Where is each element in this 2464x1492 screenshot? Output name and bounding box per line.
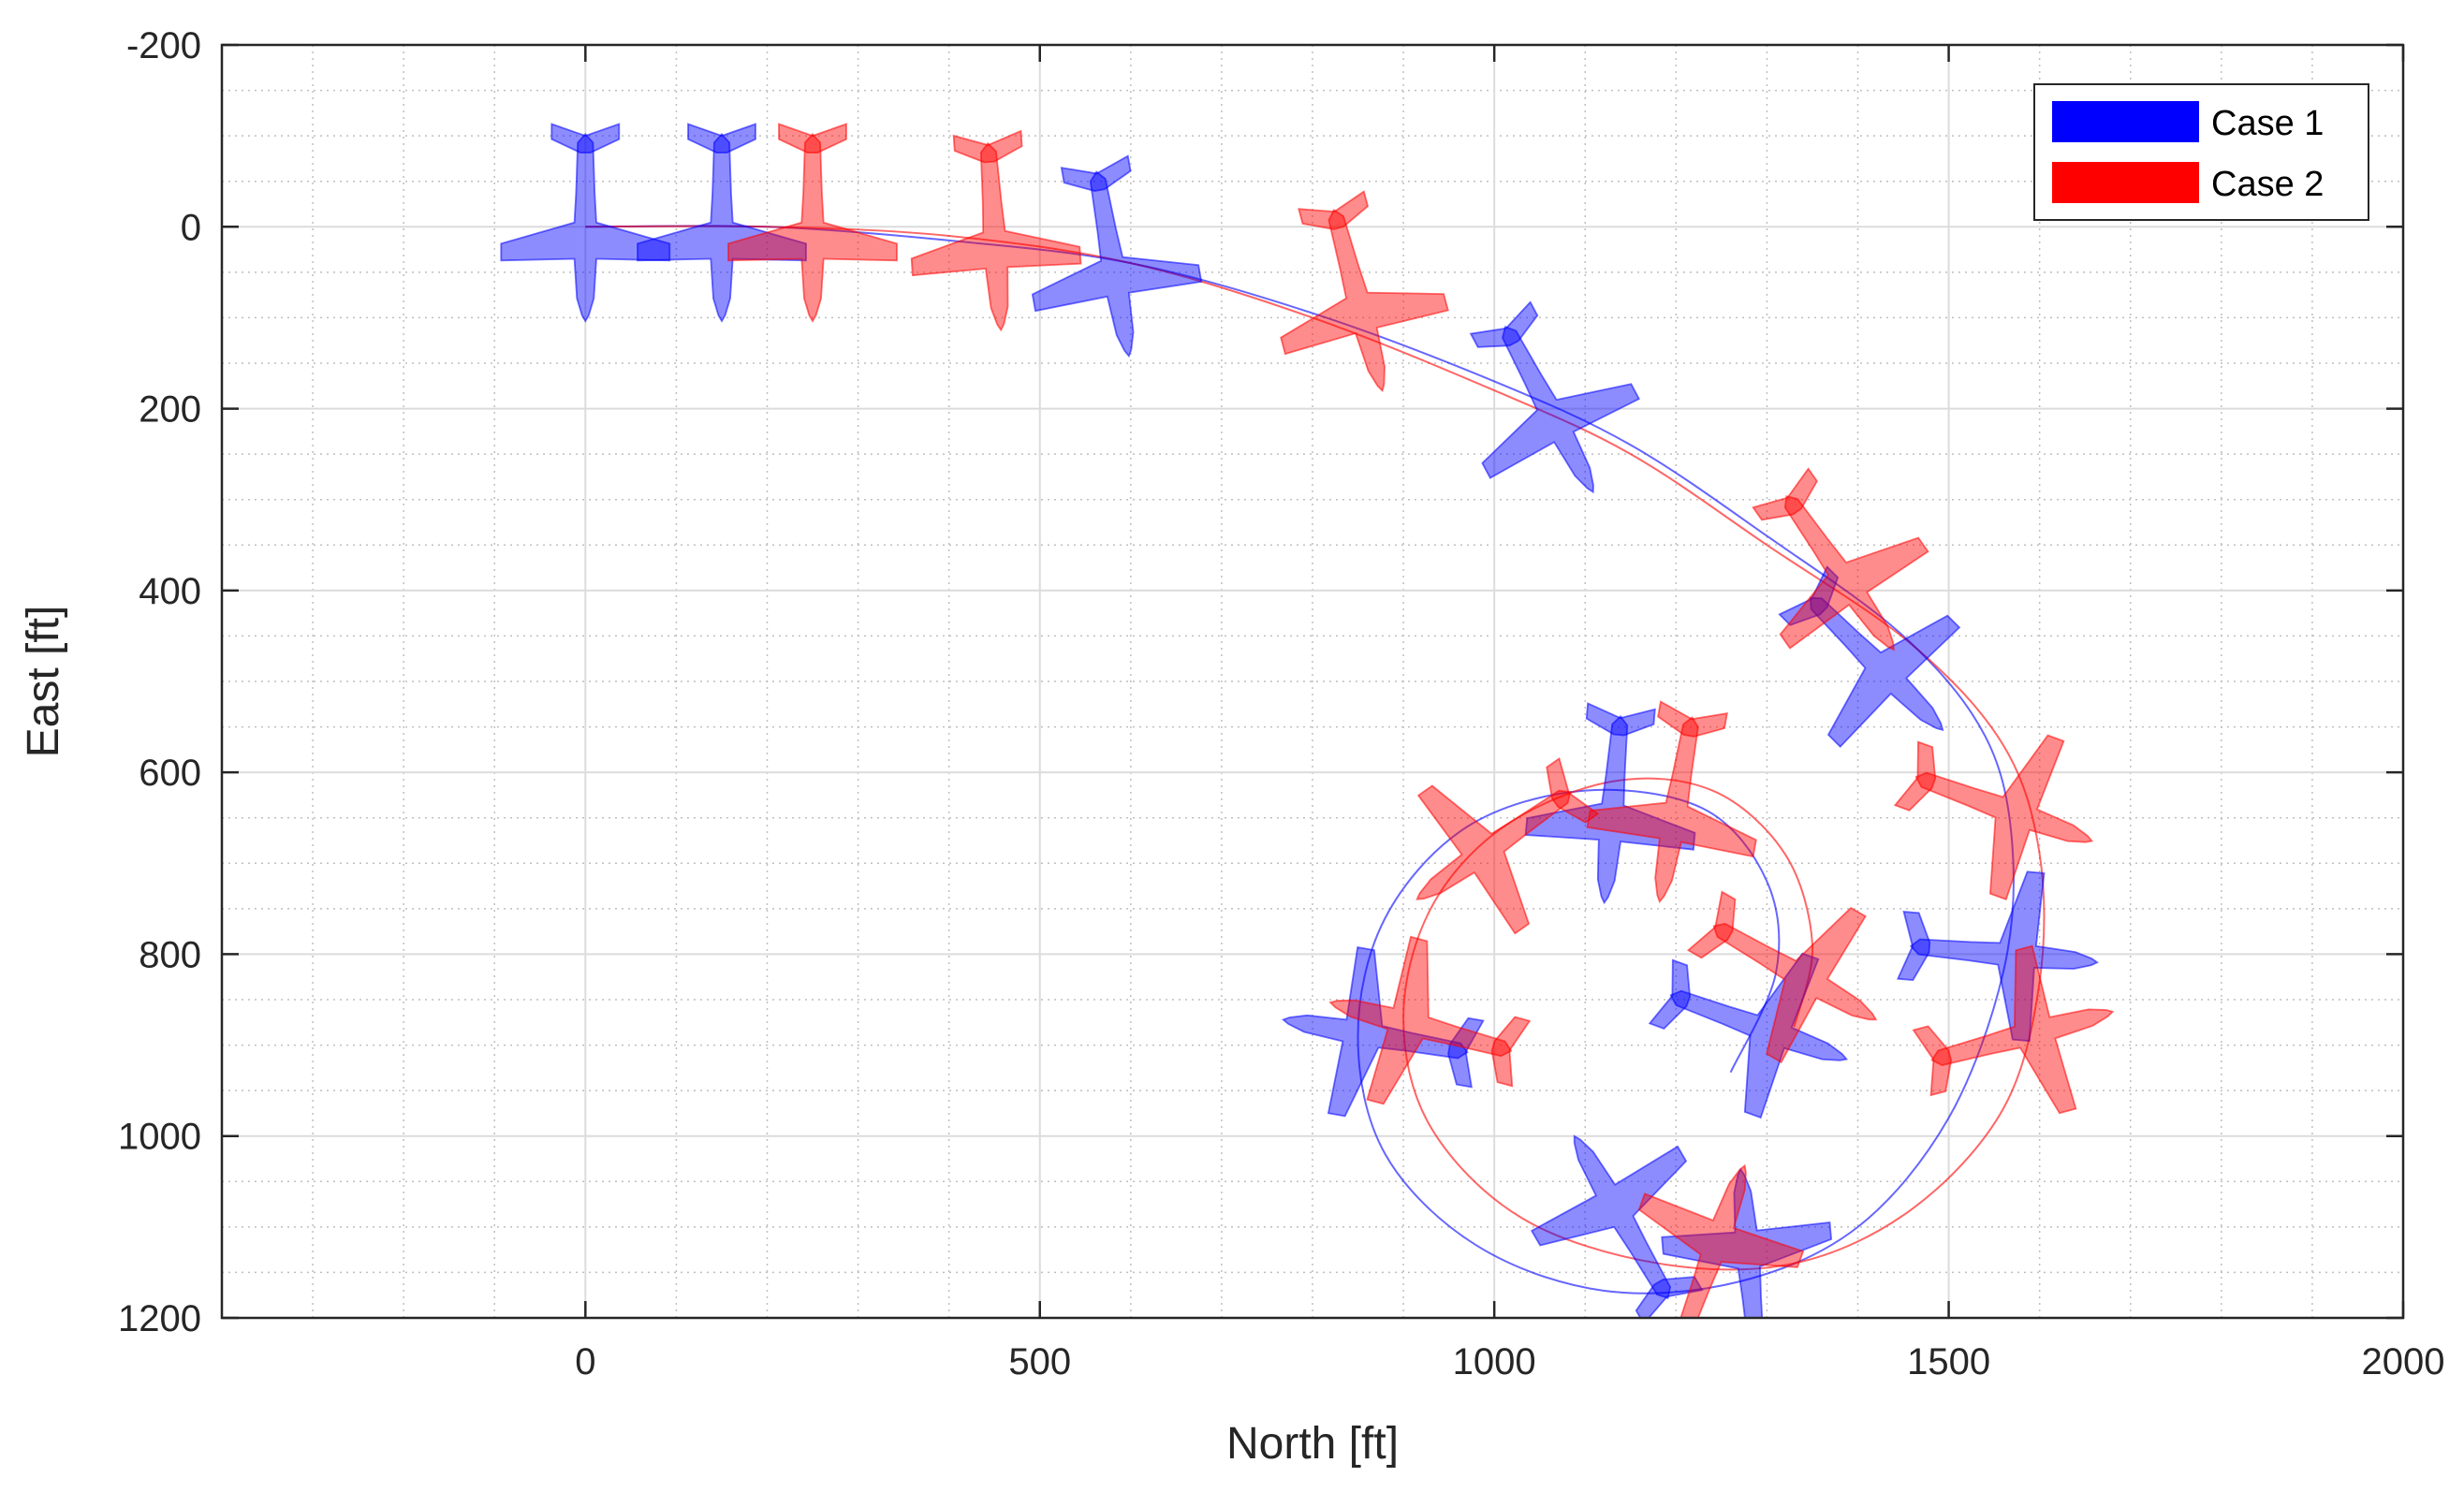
aircraft-body [1031,170,1203,358]
aircraft-marker-case-1 [1469,300,1640,494]
aircraft-body [1586,716,1757,904]
aircraft-body [1328,935,1513,1105]
x-tick-label: 500 [1008,1341,1071,1382]
aircraft-tail [1447,1017,1485,1089]
aircraft-marker-case-2 [910,129,1082,332]
aircraft-marker-case-1 [1896,870,2100,1043]
aircraft-body [1530,1134,1688,1300]
aircraft-body [1481,326,1640,494]
y-tick-label: -200 [126,25,201,66]
aircraft-marker-case-1 [1530,1134,1704,1318]
aircraft-marker-case-1 [1031,154,1203,358]
aircraft-body [1779,495,1929,651]
x-tick-label: 1000 [1453,1341,1536,1382]
aircraft-tail [1912,1025,1953,1097]
y-axis-title: East [ft] [19,606,68,758]
aircraft-tail [1686,890,1737,959]
aircraft-marker-case-2 [1637,1163,1805,1362]
x-tick-label: 1500 [1907,1341,1990,1382]
aircraft-tail [1585,702,1656,737]
x-tick-label: 2000 [2362,1341,2445,1382]
aircraft-marker-case-2 [1893,734,2094,901]
trajectory-line-case-2 [585,225,2046,1271]
aircraft-body [1637,1163,1805,1318]
aircraft-tail [1893,740,1937,812]
aircraft-tail [1060,154,1132,192]
y-tick-label: 1200 [118,1298,201,1339]
aircraft-tail [687,123,756,154]
aircraft-marker-case-1 [1281,945,1485,1118]
aircraft-marker-case-2 [1328,935,1532,1105]
y-tick-label: 0 [181,207,201,248]
aircraft-body [500,132,671,323]
aircraft-marker-case-1 [637,123,807,323]
aircraft-body [1809,596,1961,748]
aircraft-marker-case-2 [727,123,898,323]
aircraft-tail [1646,1312,1719,1362]
aircraft-body [727,132,898,323]
aircraft-body [1524,715,1696,905]
data-series [500,123,2115,1368]
aircraft-marker-case-2 [1415,756,1600,935]
aircraft-body [1280,209,1449,393]
plot-area-frame [220,43,2405,1320]
legend-swatch-case-1 [2052,101,2199,142]
aircraft-marker-case-2 [1280,190,1449,393]
aircraft-marker-case-1 [500,123,671,323]
aircraft-marker-case-1 [1524,702,1696,905]
legend: Case 1 Case 2 [2033,83,2369,221]
x-axis-title: North [ft] [1226,1419,1399,1469]
y-tick-label: 400 [139,571,201,612]
y-tick-label: 600 [139,753,201,794]
aircraft-tail [1546,756,1600,824]
aircraft-tail [1490,1016,1532,1088]
tick-labels: 0 500 1000 1500 2000 -200 0 200 400 600 800 1000 120… [118,25,2444,1382]
y-tick-label: 800 [139,934,201,975]
aircraft-marker-case-2 [1912,944,2115,1115]
axis-ticks [222,43,2405,1320]
aircraft-marker-case-2 [1686,890,1878,1064]
aircraft-tail [1635,1276,1704,1318]
trajectory-line-case-1 [585,225,2015,1295]
aircraft-tail [1752,467,1818,521]
aircraft-tail [1648,958,1692,1030]
aircraft-body [1909,870,2100,1043]
aircraft-tail [550,123,621,154]
aircraft-tail [1722,1334,1791,1368]
aircraft-body [637,132,807,323]
y-tick-label: 200 [139,389,201,431]
aircraft-tail [1469,300,1539,348]
legend-swatch-case-2 [2052,162,2199,203]
aircraft-tail [1657,700,1728,738]
aircraft-tail [1896,910,1931,982]
y-tick-label: 1000 [118,1117,201,1158]
aircraft-marker-case-2 [1586,700,1757,904]
aircraft-tail [1298,190,1370,230]
aircraft-marker-case-2 [1752,467,1929,651]
aircraft-tail [952,129,1023,164]
aircraft-body [1415,784,1572,935]
aircraft-body [1712,906,1878,1064]
aircraft-body [1930,944,2115,1115]
aircraft-tail [778,123,847,154]
aircraft-body [1281,945,1469,1118]
aircraft-marker-case-1 [1648,952,1849,1119]
legend-label-case-1: Case 1 [2211,104,2324,143]
x-tick-label: 0 [575,1341,595,1382]
legend-label-case-2: Case 2 [2211,165,2324,204]
aircraft-body [1914,734,2094,901]
aircraft-body [910,141,1082,332]
aircraft-body [1669,952,1849,1119]
